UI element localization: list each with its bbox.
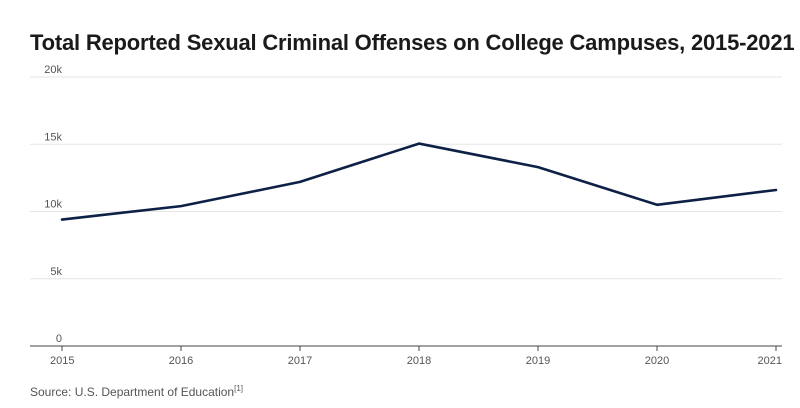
- x-tick-label: 2021: [758, 355, 782, 367]
- data-point[interactable]: [653, 201, 661, 209]
- y-tick-label: 10k: [44, 199, 62, 211]
- x-tick-label: 2018: [407, 355, 431, 367]
- data-point[interactable]: [177, 202, 185, 210]
- x-tick-label: 2017: [288, 355, 312, 367]
- y-tick-label: 20k: [44, 64, 62, 76]
- y-tick-label: 15k: [44, 131, 62, 143]
- y-axis-ticks: 0 5k 10k 15k 20k: [44, 64, 62, 345]
- data-point[interactable]: [58, 216, 66, 224]
- series-line: [60, 142, 778, 221]
- x-tick-label: 2019: [526, 355, 550, 367]
- y-tick-label: 5k: [50, 266, 62, 278]
- source-note: Source: U.S. Department of Education[1]: [30, 384, 243, 399]
- x-tick-label: 2016: [169, 355, 193, 367]
- source-text: Source: U.S. Department of Education: [30, 385, 235, 399]
- x-tick-label: 2015: [50, 355, 74, 367]
- chart-title: Total Reported Sexual Criminal Offenses …: [30, 30, 795, 55]
- x-tick-label: 2020: [645, 355, 669, 367]
- data-point[interactable]: [296, 178, 304, 186]
- source-reference[interactable]: [1]: [234, 384, 244, 393]
- data-point[interactable]: [415, 140, 423, 148]
- data-point[interactable]: [772, 186, 780, 194]
- series-group: [58, 140, 780, 224]
- grid-lines: [30, 76, 782, 280]
- data-point[interactable]: [534, 163, 542, 171]
- y-tick-label: 0: [56, 333, 62, 345]
- x-axis: 2015 2016 2017 2018 2019 2020 2021: [30, 345, 782, 367]
